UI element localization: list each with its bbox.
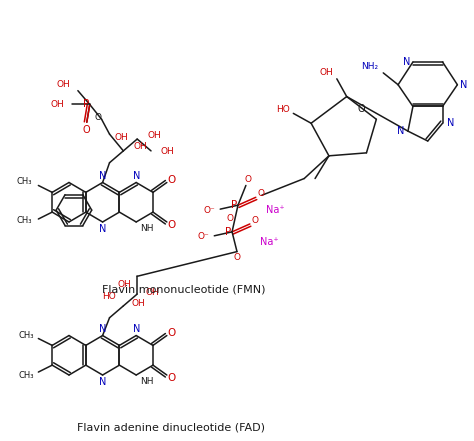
Text: N: N (133, 324, 140, 333)
Text: HO: HO (275, 105, 290, 114)
Text: N: N (99, 171, 106, 180)
Text: N: N (99, 377, 106, 387)
Text: OH: OH (118, 280, 131, 289)
Text: OH: OH (56, 80, 70, 89)
Text: N: N (133, 171, 140, 180)
Text: N: N (397, 126, 404, 136)
Text: CH₃: CH₃ (17, 217, 32, 225)
Text: O: O (227, 213, 234, 223)
Text: O: O (251, 216, 258, 224)
Text: N: N (460, 80, 468, 90)
Text: O⁻: O⁻ (198, 232, 210, 241)
Text: O⁻: O⁻ (203, 206, 215, 215)
Text: CH₃: CH₃ (19, 370, 35, 380)
Text: OH: OH (131, 299, 145, 308)
Text: O: O (83, 125, 91, 135)
Text: N: N (99, 224, 106, 234)
Text: NH: NH (140, 224, 154, 233)
Text: OH: OH (133, 142, 147, 151)
Text: N: N (447, 118, 454, 128)
Text: CH₃: CH₃ (17, 177, 32, 186)
Text: O: O (168, 220, 176, 230)
Text: OH: OH (319, 68, 333, 77)
Text: O: O (168, 373, 176, 383)
Text: NH: NH (140, 377, 154, 386)
Text: P: P (82, 100, 89, 109)
Text: O: O (234, 253, 240, 262)
Text: P: P (225, 227, 231, 237)
Text: Na⁺: Na⁺ (266, 205, 285, 215)
Text: Na⁺: Na⁺ (260, 237, 279, 247)
Text: P: P (231, 200, 237, 210)
Text: N: N (402, 57, 410, 67)
Text: O: O (358, 105, 365, 114)
Text: CH₃: CH₃ (19, 331, 35, 340)
Text: O: O (245, 175, 251, 184)
Text: O: O (257, 189, 264, 198)
Text: N: N (99, 324, 106, 333)
Text: OH: OH (145, 288, 159, 297)
Text: O: O (94, 113, 101, 122)
Text: OH: OH (161, 147, 174, 157)
Text: OH: OH (115, 133, 128, 142)
Text: Flavin adenine dinucleotide (FAD): Flavin adenine dinucleotide (FAD) (77, 422, 265, 432)
Text: HO: HO (102, 292, 116, 300)
Text: Flavin mononucleotide (FMN): Flavin mononucleotide (FMN) (101, 284, 265, 294)
Text: O: O (168, 328, 176, 337)
Text: NH₂: NH₂ (361, 63, 378, 71)
Text: OH: OH (147, 131, 161, 140)
Text: O: O (168, 175, 176, 184)
Text: OH: OH (50, 100, 64, 109)
